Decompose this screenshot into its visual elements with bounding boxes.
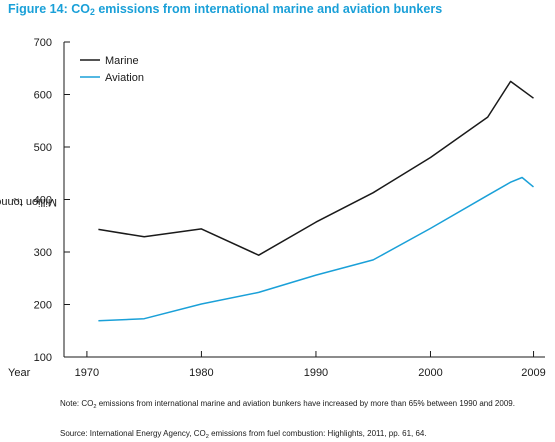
y-tick-label: 700 [34,37,52,49]
series-lines [98,80,534,322]
y-tick-label: 600 [34,90,52,102]
chart-source: Source: International Energy Agency, CO2… [60,429,427,440]
x-tick-label: 1990 [304,367,328,379]
x-tick-label: 1980 [189,367,213,379]
legend-label-marine: Marine [105,55,139,67]
y-tick-label: 300 [34,247,52,259]
y-tick-label: 200 [34,300,52,312]
chart-title: Figure 14: CO2 emissions from internatio… [8,2,443,17]
x-tick-label: 1970 [75,367,99,379]
line-chart: 100 200 300 400 500 600 700 1970 1980 1990 2000 200… [8,37,546,379]
y-tick-label: 100 [34,352,52,364]
x-tick-label: 2009 [521,367,545,379]
x-axis-label: Year [8,367,31,379]
x-tick-label: 2000 [418,367,442,379]
series-line-aviation [98,176,534,322]
y-tick-label: 500 [34,142,52,154]
y-tick-label: 400 [34,195,52,207]
chart-note: Note: CO2 emissions from international m… [60,399,515,410]
legend-label-aviation: Aviation [105,72,144,84]
axes: 100 200 300 400 500 600 700 1970 1980 1990 2000 200… [34,37,546,379]
legend: Marine Aviation [80,55,144,84]
series-line-marine [98,80,534,256]
